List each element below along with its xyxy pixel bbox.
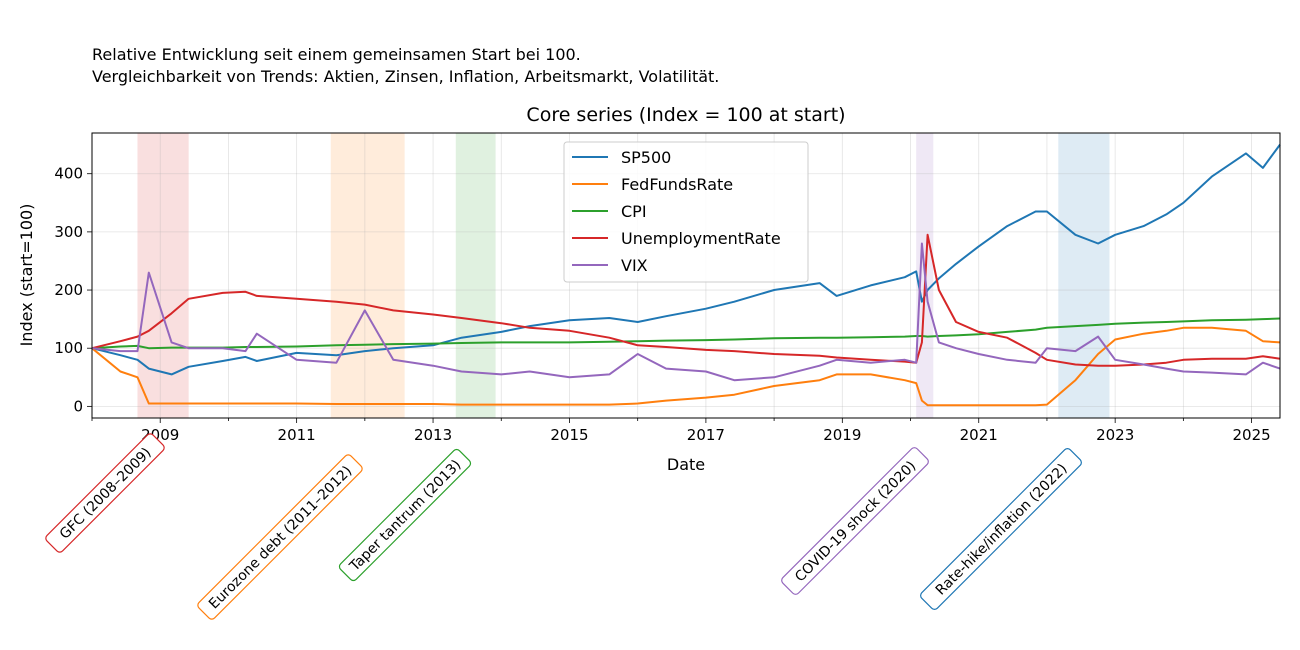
annotation-box [781,447,929,595]
period-annotation: COVID-19 shock (2020) [781,447,929,595]
plot-frame [91,132,1281,419]
x-tick-label: 2023 [1096,426,1134,444]
chart-title: Core series (Index = 100 at start) [526,104,845,126]
annotation-box [45,433,165,553]
y-tick-label: 200 [54,281,83,299]
y-tick-label: 300 [54,223,83,241]
period-annotation: GFC (2008–2009) [45,433,165,553]
y-tick-label: 0 [73,397,83,415]
annotation-box [920,448,1082,610]
series-line-unemploymentrate [91,233,1281,367]
x-tick-label: 2015 [550,426,588,444]
x-tick-label: 2017 [687,426,725,444]
legend-label: CPI [621,202,647,221]
annotation-label: Taper tantrum (2013) [346,457,464,575]
legend-label: SP500 [621,148,671,167]
period-band [455,133,496,418]
x-tick-label: 2019 [823,426,861,444]
subtitle-line-2: Vergleichbarkeit von Trends: Aktien, Zin… [92,67,720,86]
series-line-fedfundsrate [91,326,1281,407]
annotation-label: GFC (2008–2009) [57,445,155,543]
x-tick-label: 2011 [278,426,316,444]
x-tick-label: 2021 [960,426,998,444]
annotation-label: Rate-hike/inflation (2022) [933,461,1071,599]
series-line-cpi [91,317,1281,350]
period-band [1058,133,1110,418]
y-tick-label: 400 [54,165,83,183]
period-band [330,133,405,418]
annotation-label: Eurozone debt (2011–2012) [206,463,355,612]
x-axis-label: Date [667,455,705,474]
legend-label: FedFundsRate [621,175,733,194]
y-axis-label: Index (start=100) [17,204,36,347]
annotation-box [197,454,363,620]
legend-label: UnemploymentRate [621,229,781,248]
series-line-sp500 [91,144,1281,376]
period-annotations: GFC (2008–2009) Eurozone debt (2011–2012)… [45,433,1082,620]
period-annotation: Eurozone debt (2011–2012) [197,454,363,620]
period-annotation: Rate-hike/inflation (2022) [920,448,1082,610]
period-band [137,133,189,418]
x-tick-label: 2013 [414,426,452,444]
x-tick-label: 2025 [1232,426,1270,444]
legend-label: VIX [621,256,648,275]
subtitle-line-1: Relative Entwicklung seit einem gemeinsa… [92,45,581,64]
annotation-label: COVID-19 shock (2020) [792,458,919,585]
series-line-vix [91,242,1281,382]
y-tick-label: 100 [54,339,83,357]
legend: SP500 FedFundsRate CPI UnemploymentRate VIX [563,141,809,283]
series-lines [91,144,1281,407]
legend-box [563,141,809,283]
annotation-box [338,448,472,582]
